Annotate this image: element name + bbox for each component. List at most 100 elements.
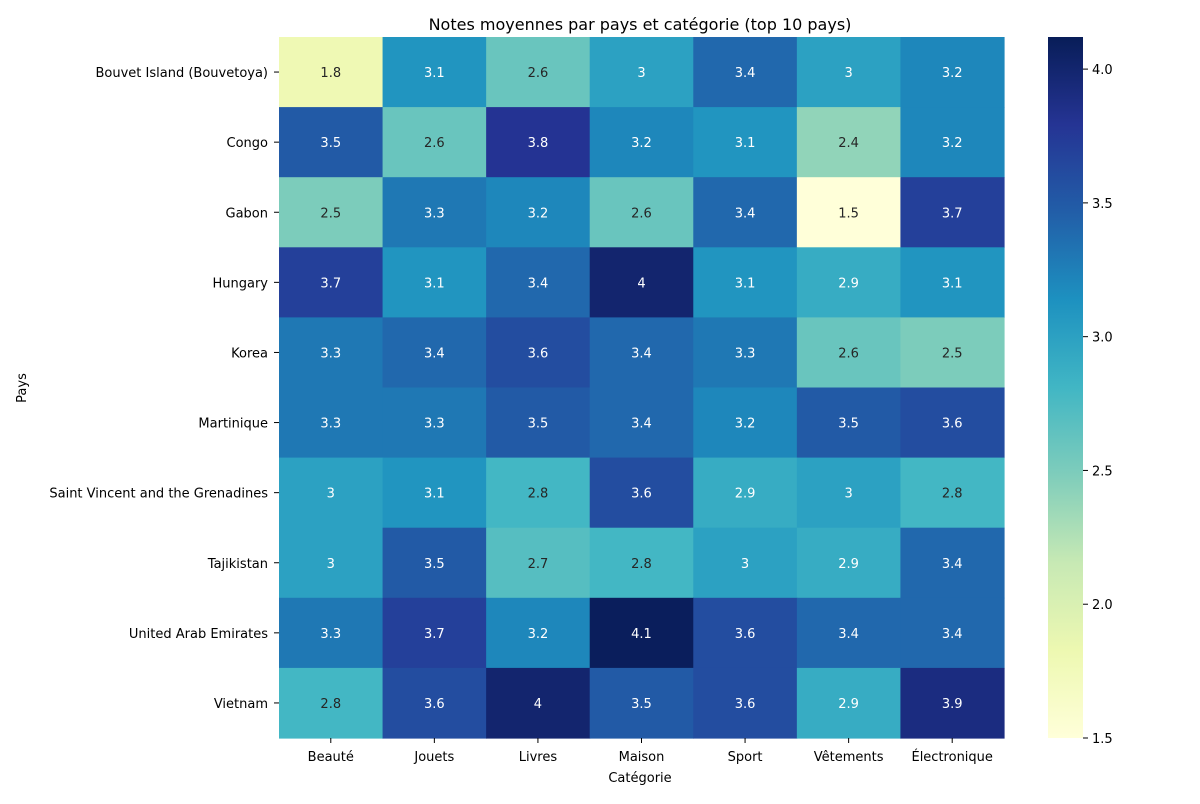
- heatmap-cell: [382, 597, 487, 669]
- heatmap-cell: [693, 177, 798, 248]
- y-tick-label: Gabon: [226, 206, 269, 221]
- cell-value-label: 3.1: [942, 276, 963, 291]
- cell-value-label: 3: [637, 66, 645, 81]
- cell-value-label: 3.5: [838, 417, 859, 432]
- cell-value-label: 3.5: [528, 417, 549, 432]
- heatmap-cell: [900, 37, 1005, 108]
- cell-value-label: 2.9: [838, 697, 859, 712]
- cell-value-label: 4.1: [631, 627, 652, 642]
- cell-value-label: 3.1: [424, 487, 445, 502]
- cell-value-label: 3.4: [735, 66, 756, 81]
- heatmap-cell: [486, 527, 591, 599]
- cell-value-label: 3.3: [320, 627, 341, 642]
- heatmap-cell: [900, 457, 1005, 529]
- cell-value-label: 3.4: [838, 627, 859, 642]
- cell-value-label: 3.8: [528, 136, 549, 151]
- cell-value-label: 2.9: [838, 276, 859, 291]
- cell-value-label: 3: [741, 557, 749, 572]
- heatmap-cell: [900, 667, 1005, 739]
- cell-value-label: 3.4: [631, 417, 652, 432]
- chart-title: Notes moyennes par pays et catégorie (to…: [429, 15, 852, 34]
- cell-value-label: 3: [844, 487, 852, 502]
- x-tick-label: Électronique: [911, 749, 992, 765]
- heatmap-cell: [589, 457, 694, 529]
- heatmap-cell: [693, 597, 798, 669]
- colorbar: 1.5 2.0 2.5 3.0 3.5 4.0: [1048, 37, 1113, 747]
- cell-value-label: 3.4: [735, 206, 756, 221]
- cell-value-label: 3.3: [424, 206, 445, 221]
- heatmap-cell: [900, 527, 1005, 599]
- cell-value-label: 3.9: [942, 697, 963, 712]
- heatmap-cell: [589, 37, 694, 108]
- heatmap-cell: [279, 597, 384, 669]
- cell-value-label: 2.8: [631, 557, 652, 572]
- cell-value-label: 3.1: [424, 276, 445, 291]
- heatmap-cell: [693, 107, 798, 178]
- heatmap-cell: [900, 107, 1005, 178]
- colorbar-tick-label: 3.5: [1092, 197, 1113, 212]
- heatmap-cell: [693, 247, 798, 318]
- heatmap-cell: [486, 107, 591, 178]
- cell-value-label: 2.9: [735, 487, 756, 502]
- cell-value-label: 3.1: [735, 276, 756, 291]
- heatmap-cell: [589, 107, 694, 178]
- colorbar-gradient: [1048, 37, 1083, 738]
- cell-value-label: 1.8: [320, 66, 341, 81]
- heatmap-cell: [486, 37, 591, 108]
- heatmap-cell: [796, 37, 902, 108]
- cell-value-label: 3.6: [735, 697, 756, 712]
- cell-value-label: 3.1: [735, 136, 756, 151]
- heatmap-cell: [796, 317, 902, 389]
- cell-value-label: 2.6: [424, 136, 445, 151]
- heatmap-cell: [589, 387, 694, 459]
- heatmap-cell: [279, 177, 384, 248]
- cell-value-label: 3.4: [631, 346, 652, 361]
- y-tick-label: Vietnam: [214, 697, 268, 712]
- heatmap-cell: [796, 457, 902, 529]
- heatmap-cell: [279, 247, 384, 318]
- y-tick-label: Korea: [231, 346, 268, 361]
- cell-value-label: 3.6: [631, 487, 652, 502]
- heatmap-cell: [796, 527, 902, 599]
- colorbar-tick-label: 2.0: [1092, 598, 1113, 613]
- heatmap-cell: [382, 247, 487, 318]
- y-tick-label: Bouvet Island (Bouvetoya): [96, 66, 269, 81]
- cell-value-label: 3.3: [320, 417, 341, 432]
- cell-value-label: 3.2: [528, 206, 549, 221]
- y-axis-label: Pays: [15, 373, 30, 403]
- y-tick-label: Tajikistan: [207, 557, 268, 572]
- colorbar-tick-label: 3.0: [1092, 331, 1113, 346]
- heatmap-cell: [900, 247, 1005, 318]
- cell-value-label: 2.9: [838, 557, 859, 572]
- x-tick-labels: Beauté Jouets Livres Maison Sport Vêtements Él…: [308, 738, 993, 765]
- x-tick-label: Jouets: [413, 750, 454, 765]
- heatmap-cell: [279, 457, 384, 529]
- heatmap-cell: [796, 387, 902, 459]
- cell-value-label: 3.6: [424, 697, 445, 712]
- x-tick-label: Maison: [619, 750, 665, 765]
- heatmap-cell: [486, 177, 591, 248]
- cell-value-label: 3.3: [320, 346, 341, 361]
- heatmap-cell: [486, 247, 591, 318]
- cell-value-label: 4: [534, 697, 542, 712]
- cell-value-label: 2.5: [320, 206, 341, 221]
- cell-value-label: 3.2: [528, 627, 549, 642]
- cell-value-label: 3.4: [424, 346, 445, 361]
- cell-value-label: 3.6: [735, 627, 756, 642]
- heatmap-cell: [279, 527, 384, 599]
- heatmap-cell: [796, 177, 902, 248]
- heatmap-cell: [589, 667, 694, 739]
- heatmap-cell: [589, 247, 694, 318]
- cell-value-label: 3.2: [942, 136, 963, 151]
- x-tick-label: Vêtements: [814, 750, 884, 765]
- heatmap-cell: [486, 387, 591, 459]
- heatmap-cell: [796, 597, 902, 669]
- heatmap-cell: [486, 457, 591, 529]
- heatmap-cell: [796, 247, 902, 318]
- cell-value-label: 3.7: [320, 276, 341, 291]
- y-tick-label: Congo: [227, 136, 269, 151]
- heatmap-cell: [900, 387, 1005, 459]
- cell-value-label: 2.7: [528, 557, 549, 572]
- heatmap-cell: [589, 597, 694, 669]
